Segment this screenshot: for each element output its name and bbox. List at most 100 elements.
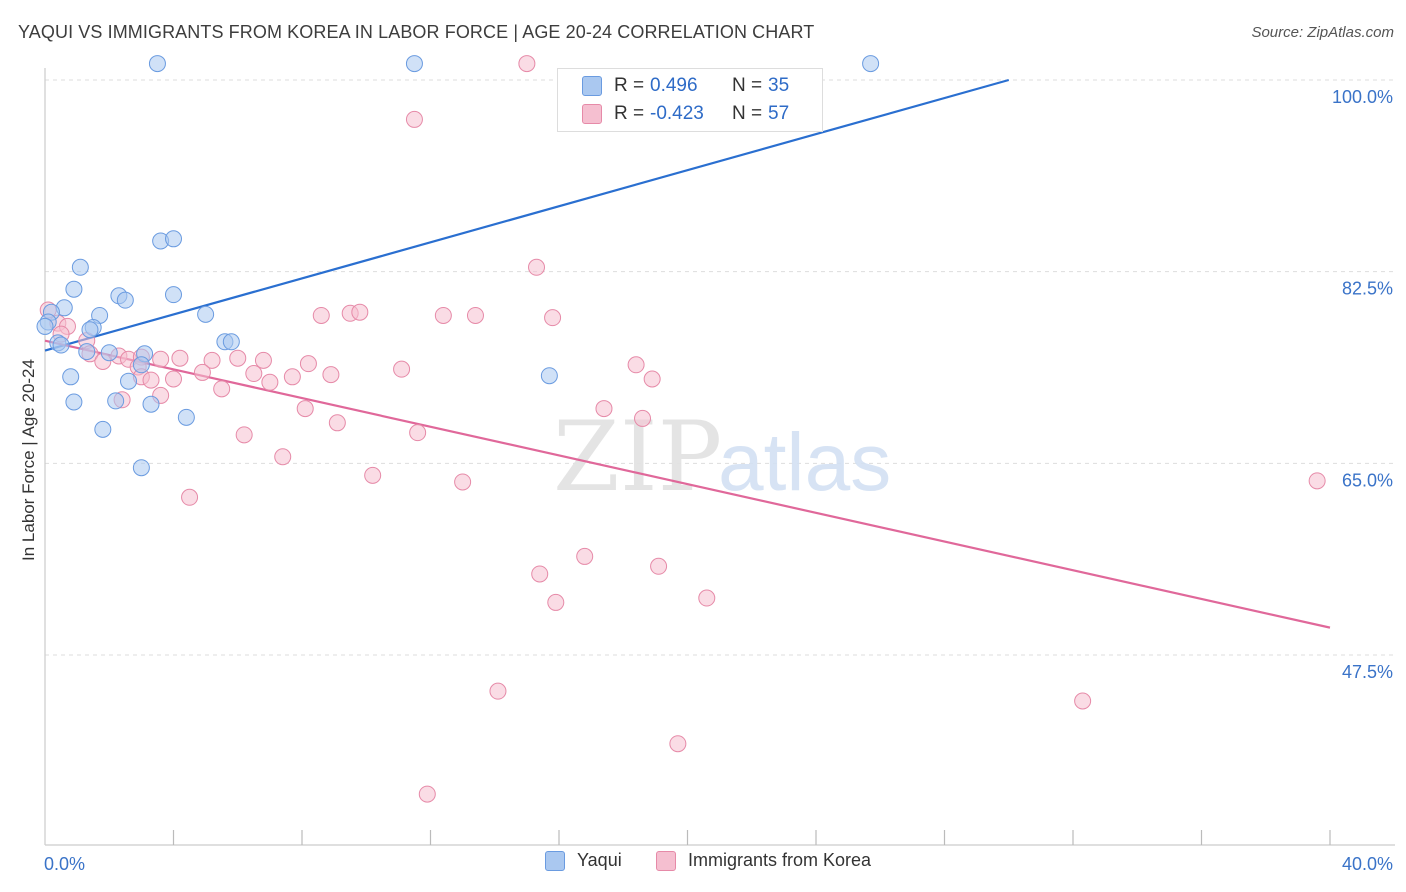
- yaqui-point: [862, 55, 880, 73]
- korea-point: [544, 309, 562, 327]
- korea-point: [299, 355, 317, 373]
- yaqui-point: [65, 393, 83, 411]
- korea-point: [142, 371, 160, 389]
- y-tick-label: 100.0%: [1332, 87, 1393, 107]
- legend-r-value: 0.496: [650, 75, 698, 96]
- korea-point: [643, 370, 661, 388]
- yaqui-point: [78, 343, 96, 361]
- legend-r-label: R =: [614, 103, 645, 124]
- korea-point: [576, 547, 594, 565]
- y-axis-label: In Labor Force | Age 20-24: [19, 359, 38, 561]
- korea-point: [547, 593, 565, 611]
- korea-point: [434, 306, 452, 324]
- korea-point: [466, 306, 484, 324]
- x-tick-label: 0.0%: [44, 854, 85, 874]
- yaqui-point: [116, 291, 134, 309]
- korea-point: [312, 306, 330, 324]
- korea-point: [409, 424, 427, 442]
- yaqui-point: [222, 333, 240, 351]
- legend-swatch-korea: [582, 104, 602, 124]
- korea-point: [454, 473, 472, 491]
- korea-point: [229, 349, 247, 367]
- legend-swatch-korea: [656, 850, 676, 871]
- yaqui-point: [132, 356, 150, 374]
- korea-point: [669, 735, 687, 753]
- korea-point: [296, 400, 314, 418]
- legend-label-yaqui: Yaqui: [577, 850, 622, 870]
- korea-point: [393, 360, 411, 378]
- y-tick-label: 65.0%: [1342, 470, 1393, 490]
- legend-r-value: -0.423: [650, 103, 704, 124]
- yaqui-point: [107, 392, 125, 410]
- korea-point: [203, 351, 221, 369]
- yaqui-point: [405, 55, 423, 73]
- korea-point: [518, 55, 536, 73]
- x-tick-label: 40.0%: [1342, 854, 1393, 874]
- korea-point: [274, 448, 292, 466]
- correlation-legend: R = 0.496 N = 35 R = -0.423 N = 57: [557, 68, 823, 132]
- korea-point: [254, 351, 272, 369]
- yaqui-point: [148, 55, 166, 73]
- korea-point: [595, 400, 613, 418]
- legend-item-yaqui[interactable]: Yaqui: [545, 850, 622, 871]
- legend-swatch-yaqui: [545, 850, 565, 871]
- watermark-atlas: atlas: [718, 417, 891, 508]
- series-legend: Yaqui Immigrants from Korea: [0, 850, 1406, 880]
- yaqui-point: [132, 459, 150, 477]
- legend-n-value: 57: [768, 103, 790, 124]
- watermark: ZIP atlas: [553, 401, 891, 513]
- y-tick-label: 82.5%: [1342, 279, 1393, 299]
- korea-point: [165, 370, 182, 388]
- legend-n-label: N =: [732, 75, 763, 96]
- axes: [44, 68, 1395, 846]
- trend-line-korea: [44, 339, 1331, 629]
- korea-point: [152, 350, 170, 368]
- trend-line-yaqui: [44, 78, 1010, 352]
- legend-row-korea: R = -0.423 N = 57: [582, 101, 789, 127]
- korea-point: [405, 110, 423, 128]
- series-korea-points: [39, 55, 1326, 803]
- yaqui-point: [165, 286, 182, 304]
- yaqui-point: [177, 408, 195, 426]
- yaqui-point: [71, 258, 89, 276]
- yaqui-point: [197, 305, 215, 323]
- korea-point: [650, 557, 668, 575]
- gridlines: [45, 79, 1395, 656]
- korea-point: [235, 426, 253, 444]
- korea-point: [1074, 692, 1092, 710]
- korea-point: [531, 565, 549, 583]
- trend-lines: [44, 78, 1331, 629]
- korea-point: [181, 488, 199, 506]
- korea-point: [528, 258, 546, 276]
- korea-point: [1308, 472, 1326, 490]
- yaqui-point: [52, 336, 70, 354]
- yaqui-point: [540, 367, 558, 385]
- legend-item-korea[interactable]: Immigrants from Korea: [656, 850, 871, 871]
- korea-point: [351, 303, 369, 321]
- legend-n-label: N =: [732, 103, 763, 124]
- korea-point: [322, 366, 340, 384]
- korea-point: [627, 356, 645, 374]
- yaqui-point: [120, 372, 138, 390]
- korea-point: [213, 380, 231, 398]
- korea-point: [634, 409, 652, 427]
- yaqui-point: [142, 395, 160, 413]
- yaqui-point: [36, 317, 54, 335]
- korea-point: [364, 466, 382, 484]
- source-label: Source: ZipAtlas.com: [1251, 24, 1394, 41]
- korea-point: [489, 682, 507, 700]
- yaqui-point: [81, 321, 99, 339]
- korea-point: [283, 368, 301, 386]
- korea-point: [328, 414, 346, 432]
- tick-labels: 100.0% 82.5% 65.0% 47.5% 0.0% 40.0%: [44, 87, 1393, 874]
- legend-n-value: 35: [768, 75, 790, 96]
- legend-row-yaqui: R = 0.496 N = 35: [582, 73, 789, 99]
- legend-swatch-yaqui: [582, 76, 602, 96]
- yaqui-point: [100, 344, 118, 362]
- yaqui-point: [165, 230, 182, 248]
- y-tick-label: 47.5%: [1342, 662, 1393, 682]
- korea-point: [193, 363, 211, 381]
- korea-point: [698, 589, 716, 607]
- legend-label-korea: Immigrants from Korea: [688, 850, 872, 870]
